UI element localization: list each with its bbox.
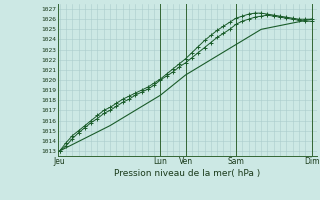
X-axis label: Pression niveau de la mer( hPa ): Pression niveau de la mer( hPa ) xyxy=(114,169,260,178)
